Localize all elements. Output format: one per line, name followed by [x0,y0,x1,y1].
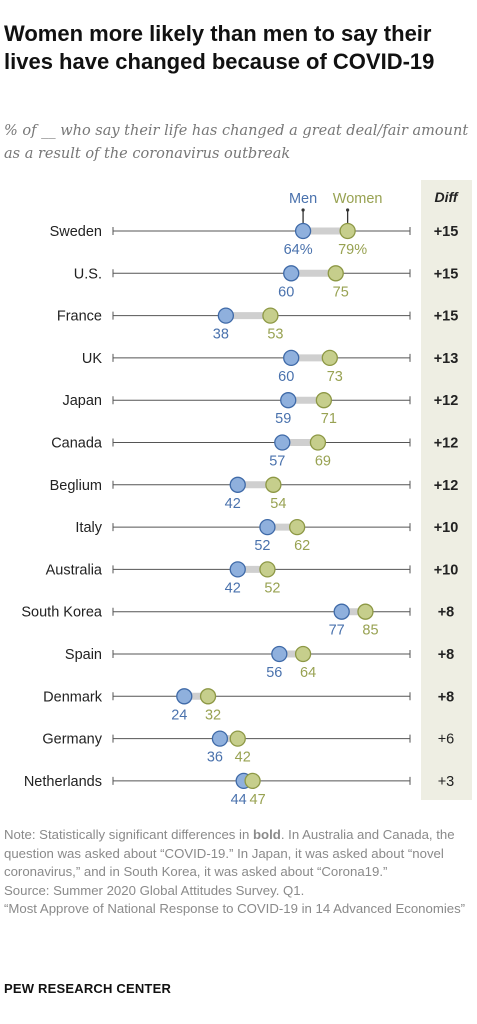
men-value-spain: 56 [266,665,282,681]
men-value-germany: 36 [207,750,223,766]
diff-column-background [421,180,472,800]
country-label-canada: Canada [51,436,103,452]
note-prefix: Note: Statistically significant differen… [4,827,253,842]
women-value-beglium: 54 [270,496,286,512]
country-label-france: France [57,309,102,325]
men-dot-u-s [283,265,300,282]
men-dot-denmark [176,688,193,705]
note-rest: . In Australia and Canada, the question … [4,827,455,879]
men-dot-france [217,307,235,324]
men-dot-spain [271,645,288,663]
women-value-germany: 42 [235,750,251,766]
women-value-u-s: 75 [333,284,349,300]
chart-title: Women more likely than men to say their … [4,21,435,74]
women-value-netherlands: 47 [250,792,266,808]
women-value-spain: 64 [300,665,316,681]
legend-men-pointer-dot [301,208,305,212]
note-source: Source: Summer 2020 Global Attitudes Sur… [4,882,305,898]
legend-men: Men [289,191,317,207]
women-value-denmark: 32 [205,707,221,723]
men-value-south-korea: 77 [329,623,345,639]
women-dot-sweden [339,222,356,240]
women-dot-australia [259,561,276,578]
diff-value-france: +15 [434,309,459,325]
men-dot-italy [259,518,276,536]
diff-value-australia: +10 [434,562,459,578]
men-value-italy: 52 [254,538,270,554]
women-dot-netherlands [244,772,261,790]
women-dot-italy [288,518,306,536]
men-dot-germany [211,730,229,747]
country-label-sweden: Sweden [50,224,102,240]
men-value-denmark: 24 [171,707,187,723]
women-value-uk: 73 [327,369,343,385]
men-dot-canada [274,434,291,451]
women-value-australia: 52 [264,580,280,596]
diff-value-south-korea: +8 [438,605,455,621]
country-label-spain: Spain [65,647,102,663]
women-dot-canada [309,434,327,451]
diff-value-denmark: +8 [438,689,455,705]
chart-subtitle: % of __ who say their life has changed a… [4,123,469,162]
men-dot-beglium [229,476,246,493]
diff-value-spain: +8 [438,647,455,663]
women-value-japan: 71 [321,411,337,427]
note-bold-word: bold [252,827,281,842]
men-dot-japan [280,392,297,409]
women-value-canada: 69 [315,454,331,470]
country-label-u-s: U.S. [74,266,102,282]
pew-footer: PEW RESEARCH CENTER [4,981,172,996]
men-value-canada: 57 [269,454,285,470]
men-value-australia: 42 [225,580,241,596]
women-dot-france [262,307,279,324]
diff-value-canada: +12 [434,436,459,452]
men-value-france: 38 [213,327,229,343]
men-value-netherlands: 44 [231,792,247,808]
men-dot-south-korea [333,603,350,620]
men-dot-sweden [294,222,312,240]
men-value-sweden: 64% [284,242,313,258]
diff-value-u-s: +15 [434,266,459,282]
women-dot-uk [321,349,338,367]
men-value-uk: 60 [278,369,294,385]
country-label-italy: Italy [75,520,102,536]
men-value-japan: 59 [275,411,291,427]
diff-value-japan: +12 [434,393,459,409]
country-label-germany: Germany [42,732,102,748]
women-dot-beglium [265,476,282,493]
women-value-france: 53 [267,327,283,343]
country-label-australia: Australia [46,562,103,578]
dot-plot-chart: Diff Men Women Sweden 64% 79% +15 U.S. 60 75 +15 Fr… [21,180,472,808]
diff-header: Diff [434,189,458,205]
country-label-netherlands: Netherlands [24,774,102,790]
diff-value-sweden: +15 [434,224,459,240]
men-value-beglium: 42 [225,496,241,512]
women-dot-japan [315,392,333,409]
legend-women: Women [333,191,383,207]
men-dot-uk [283,349,300,367]
note-report: “Most Approve of National Response to CO… [4,901,466,916]
country-label-uk: UK [82,351,102,367]
diff-value-beglium: +12 [434,478,459,494]
diff-value-germany: +6 [438,732,455,748]
women-dot-germany [229,730,246,747]
women-dot-south-korea [357,603,374,620]
women-value-italy: 62 [294,538,310,554]
country-label-south-korea: South Korea [21,605,103,621]
women-dot-spain [294,645,312,663]
diff-value-uk: +13 [434,351,459,367]
women-value-south-korea: 85 [362,623,378,639]
diff-value-netherlands: +3 [438,774,455,790]
women-dot-denmark [199,688,217,705]
women-dot-u-s [327,265,344,282]
chart-note: Note: Statistically significant differen… [4,826,472,919]
diff-value-italy: +10 [434,520,459,536]
men-dot-australia [229,561,246,578]
men-value-u-s: 60 [278,284,294,300]
legend-women-pointer-dot [346,208,350,212]
women-value-sweden: 79% [338,242,367,258]
country-label-japan: Japan [62,393,102,409]
country-label-denmark: Denmark [43,689,103,705]
country-label-beglium: Beglium [50,478,102,494]
